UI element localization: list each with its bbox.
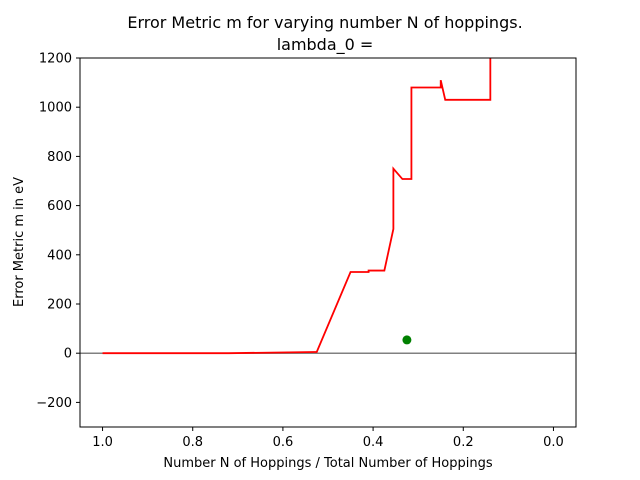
x-tick-label: 0.8: [182, 435, 203, 450]
x-axis-label: Number N of Hoppings / Total Number of H…: [163, 456, 492, 471]
y-axis: −200 0 200 400 600 800 1000 1200: [36, 52, 80, 411]
plot-frame: [79, 57, 577, 428]
y-tick-label: 400: [47, 248, 72, 263]
x-tick-label: 0.4: [363, 435, 384, 450]
chart-title: Error Metric m for varying number N of h…: [127, 13, 522, 32]
y-axis-label: Error Metric m in eV: [12, 177, 27, 307]
x-tick-label: 0.0: [543, 435, 564, 450]
x-tick-label: 0.6: [273, 435, 294, 450]
x-tick-label: 0.2: [453, 435, 474, 450]
plot-area: [80, 58, 576, 355]
y-tick-label: 600: [47, 199, 72, 214]
x-axis: 1.0 0.8 0.6 0.4 0.2 0.0: [92, 427, 564, 450]
y-tick-label: 800: [47, 150, 72, 165]
y-tick-label: 1000: [39, 101, 72, 116]
y-tick-label: 0: [64, 347, 72, 362]
x-tick-label: 1.0: [92, 435, 113, 450]
y-tick-label: 1200: [39, 52, 72, 67]
y-tick-label: 200: [47, 298, 72, 313]
y-tick-label: −200: [36, 396, 72, 411]
series-line-0: [102, 58, 492, 355]
data-point-marker-0: [402, 335, 412, 345]
chart-subtitle: lambda_0 =: [277, 35, 374, 55]
